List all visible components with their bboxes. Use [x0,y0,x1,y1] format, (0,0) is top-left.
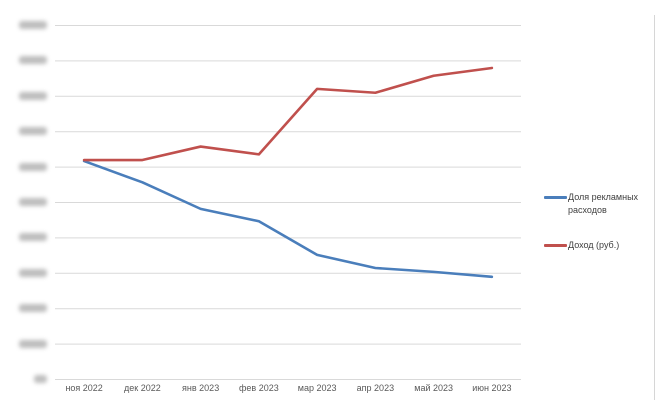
x-axis-label: фев 2023 [239,383,279,393]
legend-item-share-of-ad-spend: Доля рекламных расходов [544,191,654,217]
y-axis-tick-blurred [19,304,47,313]
chart-frame-border [654,15,655,400]
y-axis-tick-blurred [19,268,47,277]
x-axis-label: дек 2022 [124,383,161,393]
y-axis-tick-blurred [19,21,47,29]
x-axis-label: ноя 2022 [65,383,103,393]
series-line-0 [82,159,494,279]
y-axis-tick-blurred [34,375,47,383]
legend-label: Доля рекламных расходов [568,192,639,215]
legend-item-revenue: Доход (руб.) [544,239,654,252]
legend-swatch-red-line [544,244,567,247]
x-axis-label: янв 2023 [182,383,220,393]
legend: Доля рекламных расходов Доход (руб.) [544,191,654,252]
y-axis-tick-blurred [19,233,47,242]
x-axis-label: апр 2023 [356,383,395,393]
y-axis-tick-blurred [19,339,47,348]
y-axis-tick-blurred [19,127,47,136]
x-axis-label: июн 2023 [472,383,512,393]
series-line-1 [82,66,494,162]
x-axis-label: мар 2023 [297,383,337,393]
y-axis-tick-blurred [19,56,47,65]
legend-label: Доход (руб.) [568,240,620,250]
y-axis-tick-blurred [19,91,47,100]
legend-swatch-blue-line [544,196,567,199]
y-axis-tick-blurred [19,162,47,171]
y-axis-tick-blurred [19,198,47,206]
x-axis-label: май 2023 [414,383,453,393]
